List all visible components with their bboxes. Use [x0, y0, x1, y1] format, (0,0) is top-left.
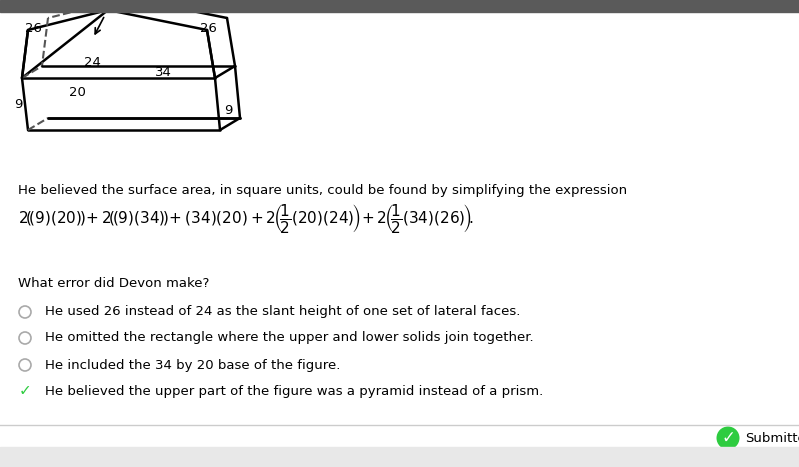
Text: 20: 20: [69, 86, 85, 99]
Text: He believed the surface area, in square units, could be found by simplifying the: He believed the surface area, in square …: [18, 184, 627, 197]
Text: He believed the upper part of the figure was a pyramid instead of a prism.: He believed the upper part of the figure…: [45, 384, 543, 397]
Text: He used 26 instead of 24 as the slant height of one set of lateral faces.: He used 26 instead of 24 as the slant he…: [45, 305, 520, 318]
Text: 9: 9: [224, 104, 233, 116]
Text: 34: 34: [154, 66, 172, 79]
Text: $2\!\left(\!(9)(20)\!\right)\!+2\!\left(\!(9)(34)\!\right)\!+(34)(20)+2\!\left(\: $2\!\left(\!(9)(20)\!\right)\!+2\!\left(…: [18, 202, 474, 235]
Bar: [0, 447, 799, 467]
Text: 24: 24: [84, 57, 101, 70]
Bar: [0, 0, 799, 12]
Text: He included the 34 by 20 base of the figure.: He included the 34 by 20 base of the fig…: [45, 359, 340, 372]
Text: 9: 9: [14, 98, 22, 111]
Text: He omitted the rectangle where the upper and lower solids join together.: He omitted the rectangle where the upper…: [45, 332, 534, 345]
Text: Submitted: Submitted: [745, 432, 799, 445]
Text: ✓: ✓: [721, 429, 735, 447]
Text: 26: 26: [25, 21, 42, 35]
Text: 26: 26: [200, 21, 217, 35]
Text: ✓: ✓: [18, 383, 31, 398]
Text: What error did Devon make?: What error did Devon make?: [18, 277, 209, 290]
